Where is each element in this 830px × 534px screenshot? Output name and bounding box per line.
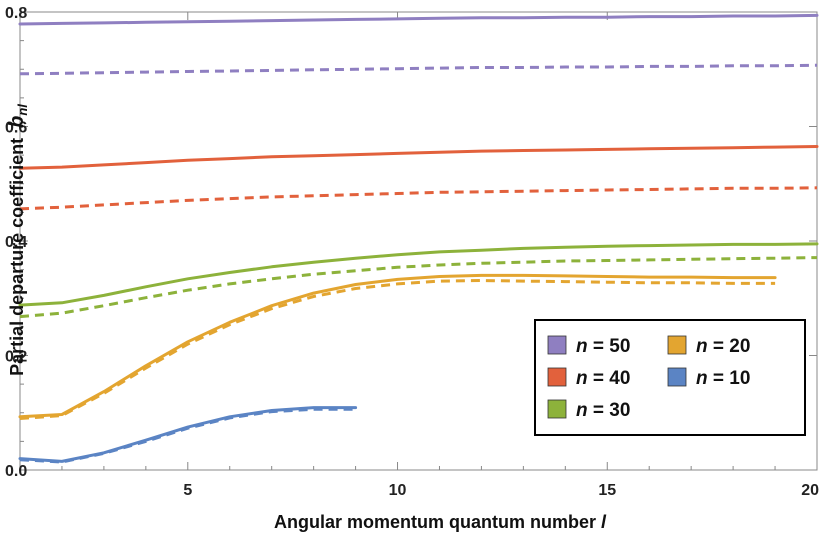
y-tick-label: 0.4: [5, 234, 27, 251]
legend-label-n-10: n = 10: [696, 368, 750, 389]
y-tick-label: 0.8: [5, 5, 27, 22]
series-line-dashed-5: [19, 256, 818, 319]
series-line-dashed-7: [19, 279, 776, 420]
x-tick-label: 10: [389, 482, 407, 499]
plot-lines: [18, 13, 819, 464]
x-axis-title: Angular momentum quantum number l: [274, 512, 607, 532]
series-line-solid-2: [18, 145, 819, 170]
legend-label-n-30: n = 30: [576, 400, 630, 421]
x-tick-label: 20: [801, 482, 819, 499]
legend-label-n-20: n = 20: [696, 336, 750, 357]
legend-swatch-n-10: [667, 367, 687, 387]
x-tick-label: 5: [183, 482, 192, 499]
y-tick-label: 0.6: [5, 120, 27, 137]
series-line-solid-4: [18, 242, 819, 307]
series-line-solid-8: [18, 406, 358, 463]
y-tick-label: 0.0: [5, 463, 27, 480]
legend-swatch-n-20: [667, 335, 687, 355]
legend: n = 50 n = 40 n = 30 n = 20 n = 10: [534, 319, 806, 436]
series-line-solid-0: [18, 13, 819, 26]
series-line-dashed-9: [19, 407, 356, 464]
y-axis-title: Partial departure coefficientbnl: [6, 104, 30, 376]
legend-label-n-40: n = 40: [576, 368, 630, 389]
series-line-dashed-1: [19, 63, 818, 76]
legend-swatch-n-30: [547, 399, 567, 419]
legend-swatch-n-50: [547, 335, 567, 355]
tick-labels: 0.0 0.2 0.4 0.6 0.8 5 10 15 20: [5, 5, 819, 499]
series-line-solid-6: [18, 273, 777, 419]
series-line-dashed-3: [19, 186, 818, 211]
x-tick-label: 15: [598, 482, 616, 499]
y-tick-label: 0.2: [5, 349, 27, 366]
legend-swatch-n-40: [547, 367, 567, 387]
legend-label-n-50: n = 50: [576, 336, 630, 357]
axes: [19, 11, 818, 471]
